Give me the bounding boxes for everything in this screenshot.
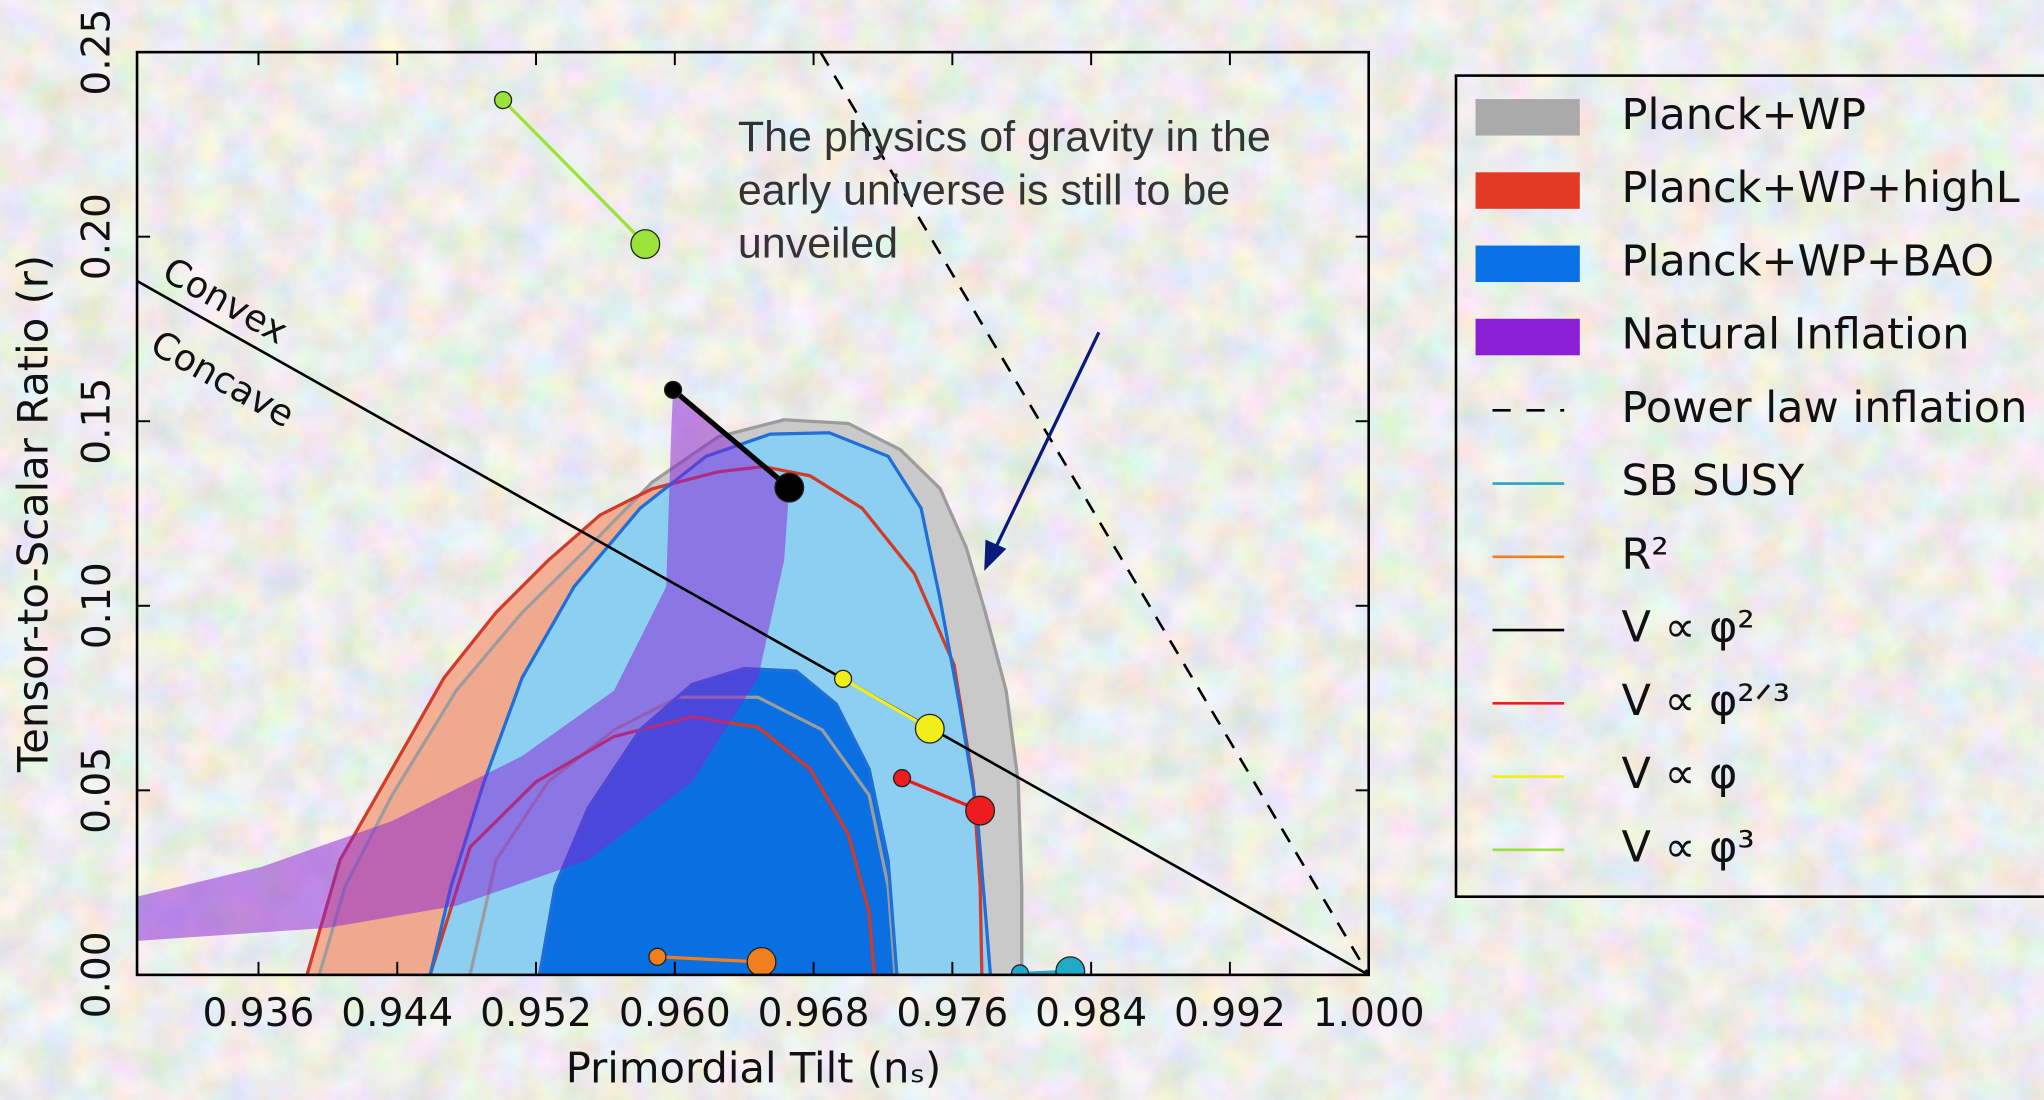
x-tick-label: 0.984	[1035, 991, 1147, 1036]
chart: 0.936 0.944 0.952 0.960 0.968 0.976 0.984 0.992…	[0, 0, 2044, 1100]
x-tick-label: 0.936	[203, 991, 315, 1036]
legend-swatch	[1476, 172, 1580, 208]
legend-swatch	[1476, 246, 1580, 282]
x-tick-label: 0.952	[480, 991, 592, 1036]
page: {"chart_data": { "type": "scatter", "x_l…	[0, 0, 2044, 1100]
x-tick-label: 0.944	[341, 991, 453, 1036]
annotation-text: unveiled	[738, 220, 898, 268]
legend-label: V ∝ φ	[1622, 749, 1738, 799]
y-tick-label: 0.00	[75, 931, 120, 1018]
legend-label: R²	[1622, 529, 1669, 579]
model-point	[495, 92, 512, 109]
x-tick-label: 0.992	[1174, 991, 1286, 1036]
model-point	[631, 230, 660, 259]
model-point	[835, 670, 852, 687]
model-point	[775, 473, 804, 502]
model-point	[966, 796, 995, 825]
legend-label: Natural Inflation	[1622, 310, 1970, 360]
legend-label: V ∝ φ²ᐟ³	[1622, 676, 1791, 726]
legend-label: Planck+WP	[1622, 90, 1866, 140]
y-tick-label: 0.20	[75, 193, 120, 280]
legend-label: V ∝ φ²	[1622, 603, 1755, 653]
legend-label: SB SUSY	[1622, 456, 1806, 506]
annotation-text: The physics of gravity in the	[738, 113, 1271, 161]
y-tick-label: 0.25	[75, 9, 120, 96]
legend-swatch	[1476, 319, 1580, 355]
x-axis-label: Primordial Tilt (nₛ)	[566, 1043, 942, 1092]
x-tick-label: 0.968	[758, 991, 870, 1036]
x-tick-label: 0.976	[896, 991, 1008, 1036]
model-point	[915, 714, 944, 743]
y-tick-label: 0.15	[75, 378, 120, 465]
y-tick-label: 0.10	[75, 562, 120, 649]
legend-label: Planck+WP+highL	[1622, 163, 2020, 213]
x-tick-label: 0.960	[619, 991, 731, 1036]
model-point	[649, 948, 666, 965]
model-point	[665, 381, 682, 398]
legend-label: Power law inflation	[1622, 383, 2028, 433]
model-point	[894, 770, 911, 787]
legend-label: V ∝ φ³	[1622, 822, 1755, 872]
y-tick-label: 0.05	[75, 747, 120, 834]
legend-label: Planck+WP+BAO	[1622, 236, 1995, 286]
y-axis-label: Tensor-to-Scalar Ratio (r)	[9, 255, 58, 773]
legend-swatch	[1476, 99, 1580, 135]
x-tick-label: 1.000	[1313, 991, 1425, 1036]
model-point	[747, 948, 776, 977]
annotation-text: early universe is still to be	[738, 166, 1230, 214]
